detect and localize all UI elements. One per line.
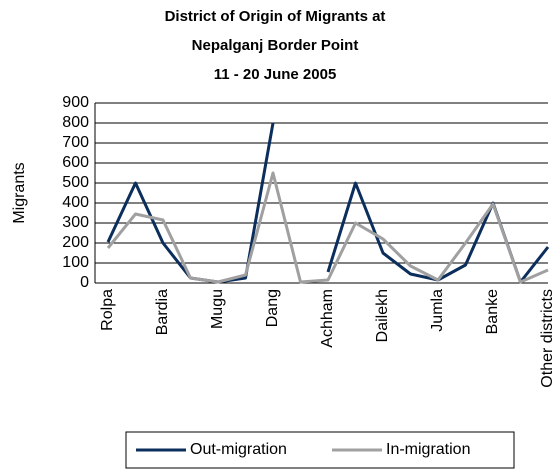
legend-label: Out-migration — [190, 441, 287, 458]
y-tick-label: 100 — [62, 254, 89, 271]
chart-title: Nepalganj Border Point — [192, 37, 359, 54]
x-tick-label: Bardia — [154, 289, 171, 335]
y-tick-label: 0 — [80, 274, 89, 291]
legend-label: In-migration — [386, 441, 470, 458]
y-axis-label: Migrants — [11, 162, 28, 223]
legend-box — [125, 431, 515, 469]
y-tick-label: 500 — [62, 174, 89, 191]
x-tick-label: Mugu — [209, 289, 226, 329]
series-line — [106, 171, 549, 284]
x-tick-label: Achham — [319, 289, 336, 348]
chart-title: 11 - 20 June 2005 — [214, 66, 337, 83]
chart-title: District of Origin of Migrants at — [165, 8, 386, 25]
y-tick-label: 900 — [62, 94, 89, 111]
y-tick-label: 400 — [62, 194, 89, 211]
x-tick-label: Banke — [484, 289, 501, 334]
x-tick-label: Dang — [264, 289, 281, 327]
x-tick-label: Dailekh — [374, 289, 391, 342]
y-tick-label: 200 — [62, 234, 89, 251]
x-tick-label: Other districts — [539, 289, 555, 388]
y-tick-label: 700 — [62, 134, 89, 151]
y-tick-label: 800 — [62, 114, 89, 131]
y-tick-label: 300 — [62, 214, 89, 231]
y-tick-label: 600 — [62, 154, 89, 171]
x-tick-label: Jumla — [429, 289, 446, 332]
x-tick-label: Rolpa — [99, 289, 116, 331]
